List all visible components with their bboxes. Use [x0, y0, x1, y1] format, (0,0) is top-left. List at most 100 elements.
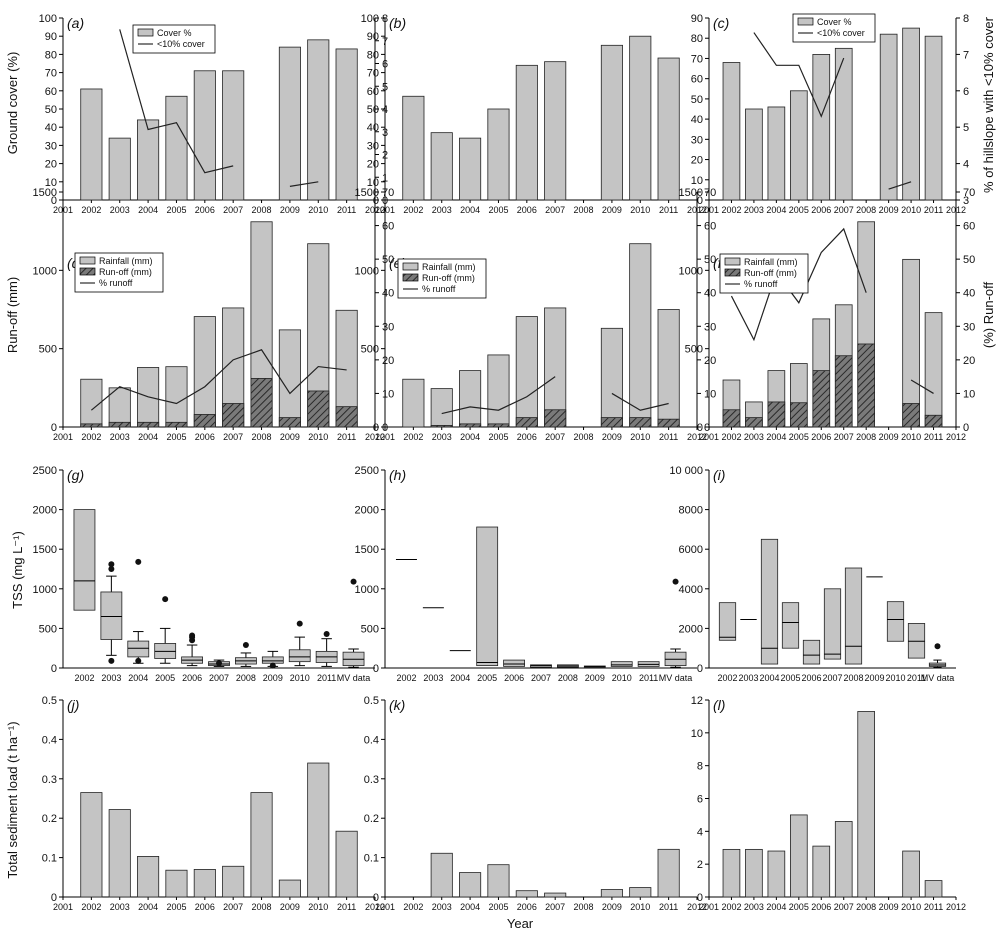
x-tick-label: 2012: [365, 902, 385, 912]
row2-ylabel: Run-off (mm): [5, 277, 20, 353]
x-tick-label: 2003: [432, 205, 452, 215]
runoff-bar: [789, 402, 808, 428]
y-tick-label: 0: [51, 422, 57, 434]
x-tick-label: 2005: [789, 902, 809, 912]
x-tick-label: 2003: [110, 902, 130, 912]
legend-label: % runoff: [99, 278, 133, 288]
series-line: [90, 349, 347, 411]
bar: [600, 889, 623, 898]
x-tick-label: 2005: [166, 432, 186, 442]
x-tick-label: 2011: [907, 673, 926, 683]
y2-tick-label: 20: [963, 355, 975, 367]
x-tick-label: 2005: [488, 205, 508, 215]
runoff-bar: [857, 343, 876, 428]
x-tick-label: 2003: [738, 673, 758, 683]
y-tick-label: 6000: [679, 544, 703, 556]
legend-swatch-bar: [137, 28, 154, 37]
x-tick-label: 2006: [517, 205, 537, 215]
y2-tick-label: 70: [704, 187, 716, 199]
x-tick-label: 2003: [101, 673, 121, 683]
y2-tick-label: 10: [704, 388, 716, 400]
x-tick-label: 2001: [699, 432, 719, 442]
bar: [487, 108, 510, 201]
x-tick-label: 2002: [721, 902, 741, 912]
x-tick-label: 2012: [946, 432, 966, 442]
outlier-point: [242, 642, 249, 649]
legend-swatch-bar: [797, 17, 814, 26]
x-tick-label: 2008: [574, 432, 594, 442]
runoff-bar: [459, 423, 482, 428]
x-tick-label: 2008: [856, 902, 876, 912]
bar: [193, 70, 216, 201]
y-tick-label: 0.4: [42, 734, 57, 746]
y2-tick-label: 20: [704, 355, 716, 367]
x-tick-label: 2010: [308, 902, 328, 912]
y-tick-label: 40: [367, 122, 379, 134]
bar: [745, 848, 763, 898]
y-tick-label: 0: [51, 892, 57, 904]
rainfall-bar: [402, 378, 425, 428]
y-tick-label: 1000: [355, 265, 379, 277]
y-tick-label: 10 000: [669, 465, 703, 477]
x-tick-label: 2005: [789, 432, 809, 442]
rainfall-bar: [924, 312, 943, 428]
x-tick-label: 2005: [155, 673, 175, 683]
x-tick-label: 2010: [612, 673, 632, 683]
outlier-point: [135, 657, 142, 664]
x-tick-label: 2009: [879, 902, 899, 912]
y-tick-label: 2000: [33, 505, 57, 517]
y-tick-label: 6: [697, 794, 703, 806]
bar: [459, 872, 482, 898]
runoff-bar: [924, 414, 943, 428]
legend-label: % runoff: [744, 279, 778, 289]
x-tick-label: 2003: [432, 432, 452, 442]
y2-tick-label: 8: [963, 13, 969, 25]
y-tick-label: 1000: [33, 265, 57, 277]
x-tick-label: 2005: [780, 673, 800, 683]
box: [718, 602, 737, 641]
y2-tick-label: 30: [382, 321, 394, 333]
x-tick-label: 2008: [236, 673, 256, 683]
box: [127, 640, 150, 658]
x-tick-label: 2002: [403, 205, 423, 215]
panel-k: 0 0.1 0.2 0.3 0.4 0.5 2001 2002 2003 2004 2005 2006…: [364, 695, 707, 912]
legend-label: Cover %: [817, 17, 852, 27]
y2-tick-label: 0: [704, 422, 710, 434]
legend-label: <10% cover: [157, 39, 205, 49]
y-tick-label: 0: [697, 422, 703, 434]
bar: [722, 62, 741, 201]
bar: [307, 39, 330, 201]
x-tick-label: 2006: [811, 205, 831, 215]
x-tick-label: 2001: [699, 902, 719, 912]
y-tick-label: 500: [361, 344, 379, 356]
y2-tick-label: 50: [963, 254, 975, 266]
bar: [137, 856, 160, 898]
x-tick-label: 2004: [138, 432, 158, 442]
x-tick-label: 2012: [365, 432, 385, 442]
bar: [108, 809, 131, 898]
outlier-point: [108, 561, 115, 568]
x-tick-label: 2007: [531, 673, 551, 683]
box: [886, 601, 905, 642]
legend-label: <10% cover: [817, 28, 865, 38]
x-tick-label: 2003: [744, 432, 764, 442]
bar: [745, 108, 763, 201]
runoff-bar: [250, 378, 273, 428]
x-tick-label: 2004: [766, 902, 786, 912]
y-tick-label: 50: [691, 94, 703, 106]
x-tick-label: 2011: [639, 673, 658, 683]
runoff-bar: [515, 417, 538, 428]
outlier-point: [934, 643, 941, 650]
runoff-bar: [278, 417, 301, 428]
runoff-bar: [657, 418, 680, 428]
x-tick-label: 2004: [460, 902, 480, 912]
y-tick-label: 100: [361, 13, 379, 25]
x-axis-title: Year: [507, 916, 534, 931]
y-tick-label: 0.3: [364, 774, 379, 786]
y-tick-label: 0: [697, 663, 703, 675]
bar: [193, 869, 216, 898]
y-tick-label: 40: [691, 114, 703, 126]
x-tick-label: 2004: [138, 205, 158, 215]
y-tick-label: 0.1: [364, 853, 379, 865]
x-tick-label: 2008: [856, 432, 876, 442]
